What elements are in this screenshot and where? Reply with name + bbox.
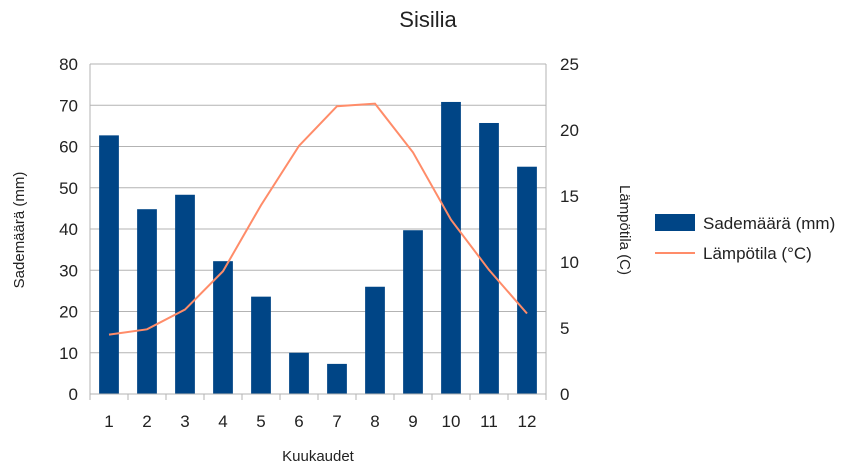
- x-axis-ticks: 1 2 3 4 5 6 7 8 9 10 11 12: [89, 394, 547, 431]
- y-tick-label: 50: [59, 179, 78, 198]
- chart-title: Sisilia: [399, 7, 457, 32]
- legend: Sademäärä (mm) Lämpötila (°C): [655, 214, 835, 263]
- bar: [175, 194, 195, 394]
- bar: [137, 209, 157, 394]
- bar: [289, 352, 309, 394]
- line-series: [108, 102, 528, 336]
- x-tick-label: 5: [256, 412, 265, 431]
- legend-label-temperature: Lämpötila (°C): [703, 244, 812, 263]
- bar: [441, 101, 461, 394]
- legend-label-precipitation: Sademäärä (mm): [703, 214, 835, 233]
- x-axis-label: Kuukaudet: [282, 448, 355, 465]
- bar-series: [99, 101, 537, 395]
- y2-tick-label: 25: [560, 55, 579, 74]
- bar: [251, 296, 271, 394]
- y-tick-label: 30: [59, 261, 78, 280]
- y-tick-label: 20: [59, 303, 78, 322]
- x-tick-label: 4: [218, 412, 227, 431]
- bar: [479, 122, 499, 395]
- y2-tick-label: 20: [560, 121, 579, 140]
- x-tick-label: 10: [442, 412, 461, 431]
- y-tick-label: 10: [59, 344, 78, 363]
- y2-tick-label: 0: [560, 385, 569, 404]
- x-tick-label: 12: [518, 412, 537, 431]
- legend-swatch-precipitation: [655, 214, 695, 231]
- bar: [403, 230, 423, 394]
- x-tick-label: 9: [408, 412, 417, 431]
- bar: [99, 135, 119, 395]
- y2-tick-label: 5: [560, 319, 569, 338]
- x-tick-label: 7: [332, 412, 341, 431]
- y-axis-label: Sademäärä (mm): [11, 172, 28, 289]
- y-tick-label: 0: [69, 385, 78, 404]
- y-tick-label: 40: [59, 220, 78, 239]
- bar: [327, 363, 347, 394]
- y-tick-label: 70: [59, 96, 78, 115]
- x-tick-label: 3: [180, 412, 189, 431]
- bar: [365, 286, 385, 394]
- x-tick-label: 8: [370, 412, 379, 431]
- y2-tick-label: 10: [560, 253, 579, 272]
- x-tick-label: 1: [104, 412, 113, 431]
- x-tick-label: 6: [294, 412, 303, 431]
- y2-tick-label: 15: [560, 187, 579, 206]
- y-tick-label: 60: [59, 138, 78, 157]
- bar: [517, 166, 537, 394]
- y2-axis-label: Lämpötila (C): [616, 185, 633, 275]
- grid: [90, 63, 546, 354]
- temperature-line: [108, 102, 528, 336]
- x-tick-label: 11: [480, 412, 498, 431]
- x-tick-label: 2: [142, 412, 151, 431]
- left-axis-ticks: 0 10 20 30 40 50 60 70 80: [59, 55, 78, 404]
- bar: [213, 261, 233, 394]
- y-tick-label: 80: [59, 55, 78, 74]
- right-axis-ticks: 0 5 10 15 20 25: [560, 55, 579, 404]
